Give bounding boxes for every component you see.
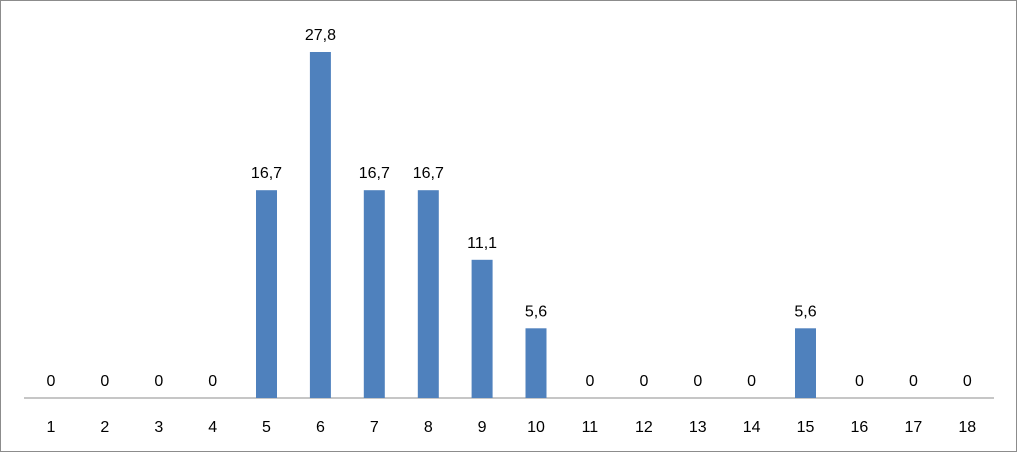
x-tick-label-3: 3 — [154, 419, 163, 436]
value-label-4: 0 — [208, 373, 217, 390]
x-tick-label-9: 9 — [478, 419, 487, 436]
value-label-10: 5,6 — [525, 303, 547, 320]
value-label-3: 0 — [154, 373, 163, 390]
value-label-16: 0 — [855, 373, 864, 390]
value-label-2: 0 — [100, 373, 109, 390]
x-tick-label-6: 6 — [316, 419, 325, 436]
x-tick-label-14: 14 — [743, 419, 761, 436]
bar-15 — [795, 328, 816, 398]
bar-9 — [471, 259, 493, 398]
x-tick-label-11: 11 — [582, 419, 599, 436]
x-tick-label-2: 2 — [100, 419, 109, 436]
value-label-1: 0 — [47, 373, 56, 390]
value-label-14: 0 — [747, 373, 756, 390]
value-label-17: 0 — [909, 373, 918, 390]
value-label-15: 5,6 — [794, 303, 816, 320]
bar-6 — [309, 52, 331, 398]
value-label-13: 0 — [693, 373, 702, 390]
value-label-6: 27,8 — [305, 27, 336, 44]
x-tick-labels-group: 1 2 3 4 5 6 7 8 9 10 11 12 13 14 15 16 17 18 — [47, 419, 977, 436]
x-tick-label-15: 15 — [797, 419, 815, 436]
x-tick-label-4: 4 — [208, 419, 217, 436]
x-tick-label-7: 7 — [370, 419, 379, 436]
x-tick-label-1: 1 — [47, 419, 56, 436]
value-label-5: 16,7 — [251, 165, 282, 182]
x-tick-label-10: 10 — [527, 419, 545, 436]
x-tick-label-16: 16 — [851, 419, 869, 436]
x-tick-label-8: 8 — [424, 419, 433, 436]
x-tick-label-12: 12 — [635, 419, 653, 436]
x-tick-label-18: 18 — [958, 419, 976, 436]
x-tick-label-17: 17 — [905, 419, 923, 436]
bars-group — [256, 52, 816, 398]
value-label-12: 0 — [639, 373, 648, 390]
value-label-18: 0 — [963, 373, 972, 390]
bar-7 — [363, 190, 385, 398]
x-tick-label-13: 13 — [689, 419, 707, 436]
value-labels-group: 0 0 0 0 16,7 27,8 16,7 16,7 11,1 5,6 0 0 0 0 5,6 0 0 0 — [47, 27, 972, 390]
bar-10 — [525, 328, 547, 398]
value-label-11: 0 — [585, 373, 594, 390]
x-tick-label-5: 5 — [262, 419, 271, 436]
bar-5 — [256, 190, 277, 398]
value-label-7: 16,7 — [359, 165, 390, 182]
value-label-9: 11,1 — [467, 235, 497, 252]
bar-8 — [417, 190, 439, 398]
value-label-8: 16,7 — [413, 165, 444, 182]
